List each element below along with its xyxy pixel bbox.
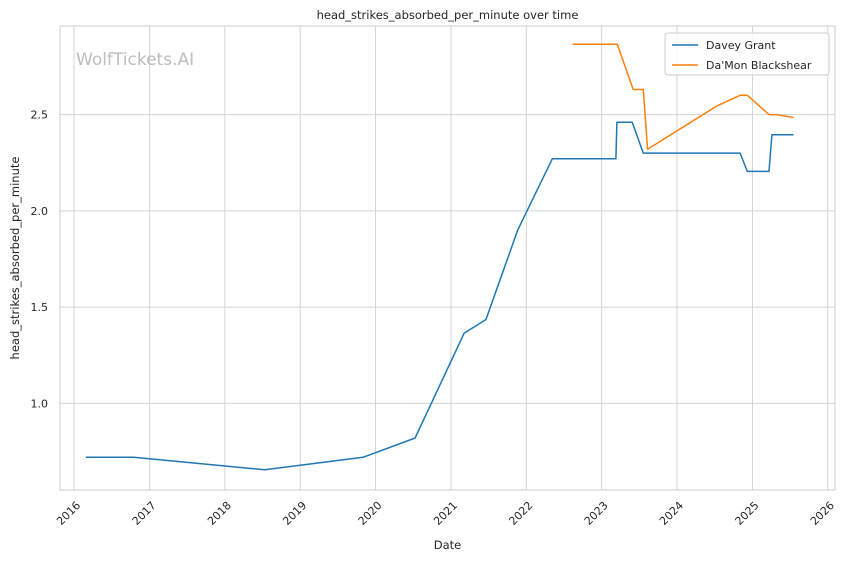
x-tick-label: 2016 [54, 499, 83, 528]
grid [60, 26, 835, 490]
y-tick-label: 2.0 [31, 205, 49, 218]
watermark-text: WolfTickets.AI [76, 50, 194, 70]
x-tick-label: 2018 [205, 499, 234, 528]
x-axis-label: Date [434, 538, 462, 552]
plot-frame [59, 25, 836, 491]
x-tick-label: 2019 [280, 499, 309, 528]
x-tick-label: 2017 [130, 499, 159, 528]
legend-label-davey-grant: Davey Grant [706, 39, 776, 52]
x-tick-label: 2024 [657, 499, 686, 528]
series-line-da-mon-blackshear [572, 43, 794, 150]
y-tick-label: 1.5 [31, 301, 49, 314]
x-tick-label: 2025 [733, 499, 762, 528]
y-tick-label: 1.0 [31, 397, 49, 410]
y-axis-ticks: 1.0 1.5 2.0 2.5 [31, 109, 49, 411]
y-tick-label: 2.5 [31, 109, 49, 122]
x-tick-label: 2023 [582, 499, 611, 528]
x-axis-ticks: 2016 2017 2018 2019 2020 2021 2022 2023 2024 2025… [54, 499, 837, 528]
legend-box [664, 32, 830, 76]
x-tick-label: 2022 [506, 499, 535, 528]
x-tick-label: 2021 [431, 499, 460, 528]
legend: Davey Grant Da'Mon Blackshear [664, 32, 830, 76]
legend-label-damon-blackshear: Da'Mon Blackshear [706, 59, 812, 72]
series-lines [85, 43, 794, 471]
series-line-davey-grant [85, 121, 794, 471]
chart-title: head_strikes_absorbed_per_minute over ti… [317, 8, 579, 22]
y-axis-label: head_strikes_absorbed_per_minute [8, 157, 22, 360]
x-tick-label: 2026 [808, 499, 837, 528]
x-tick-label: 2020 [356, 499, 385, 528]
